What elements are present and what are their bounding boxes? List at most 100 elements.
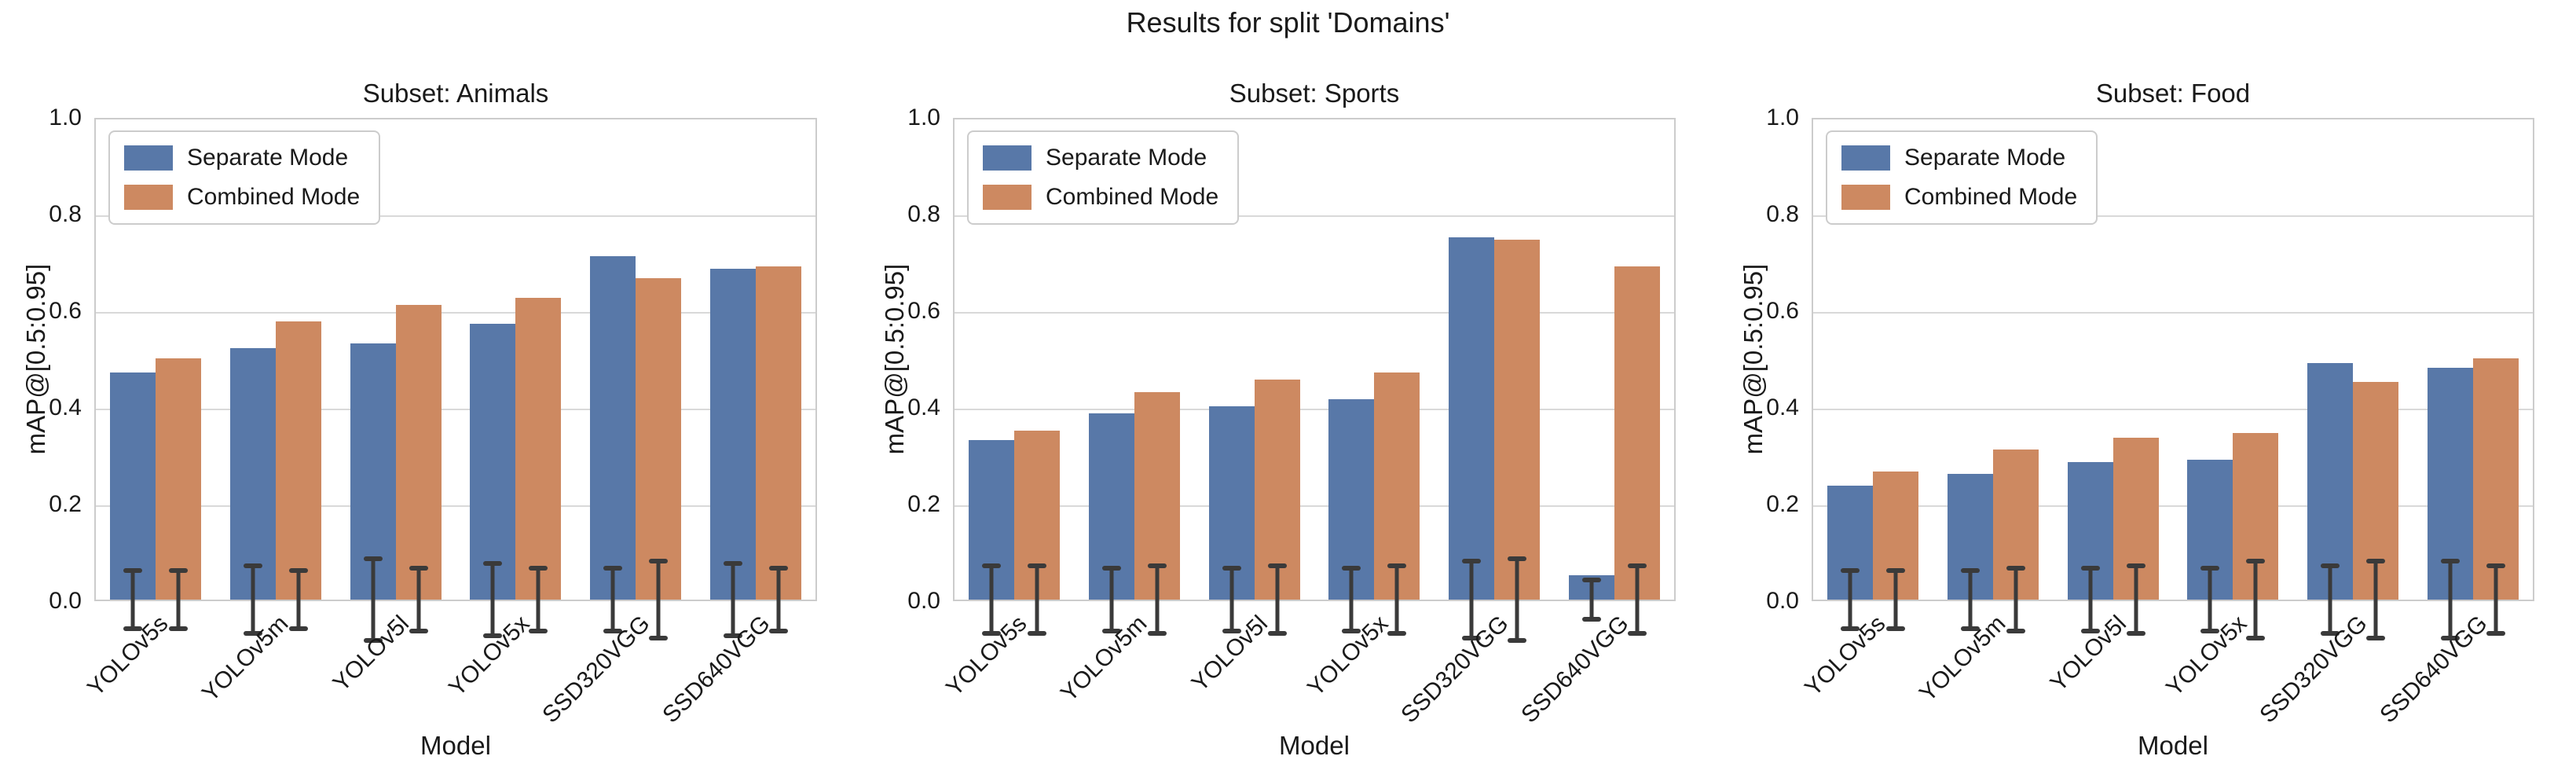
error-bar-cap-bottom: [2200, 628, 2220, 633]
legend-label: Combined Mode: [1046, 184, 1219, 210]
error-bar-line: [1155, 565, 1160, 634]
bar-combined-mode: [2112, 437, 2159, 637]
error-bar-cap-bottom: [1267, 631, 1287, 637]
legend-label: Separate Mode: [187, 145, 349, 171]
bar-combined-mode: [515, 297, 562, 633]
bar-separate-mode: [350, 343, 396, 644]
error-bar-cap-top: [1508, 556, 1527, 561]
bar-combined-mode: [276, 321, 321, 631]
y-tick-label: 0.8: [49, 201, 82, 227]
bar-separate-mode: [1208, 406, 1255, 633]
subplot-sports: Subset: Sports mAP@[0.5:0.95] 1.0 0.8 0.6 0.4…: [859, 0, 1717, 778]
legend-entry: Combined Mode: [124, 184, 360, 211]
bar-separate-mode: [1449, 237, 1495, 641]
bar-group: [1194, 119, 1314, 637]
bar-combined-mode: [395, 304, 442, 633]
error-bar-line: [1035, 565, 1039, 634]
error-bar-line: [2494, 565, 2498, 634]
error-bar: [2440, 558, 2460, 641]
error-bar-cap-bottom: [649, 636, 669, 641]
error-bar-cap-top: [2486, 563, 2505, 568]
y-tick-label: 0.4: [49, 395, 82, 420]
y-tick-label: 0.8: [1766, 201, 1799, 227]
bar-separate-mode: [470, 324, 516, 639]
bar-combined-mode: [2353, 382, 2399, 641]
error-bar-cap-bottom: [2486, 631, 2505, 637]
error-bar-cap-top: [483, 560, 503, 566]
error-bar: [244, 563, 262, 637]
error-bar-cap-bottom: [1627, 631, 1647, 637]
error-bar: [1267, 563, 1287, 637]
error-bar: [169, 568, 189, 631]
error-bar: [1961, 568, 1980, 631]
y-tick-label: 0.2: [49, 491, 82, 517]
error-bar-cap-top: [603, 566, 623, 571]
x-tick-label: SSD640VGG: [1516, 611, 1634, 728]
error-bar-cap-bottom: [1841, 626, 1860, 631]
plot-area: Separate Mode Combined Mode: [94, 118, 817, 644]
error-bar-cap-top: [1222, 566, 1241, 571]
error-bar-cap-bottom: [244, 631, 262, 637]
legend-swatch: [124, 185, 173, 210]
error-bar: [2080, 566, 2100, 633]
error-bar-cap-bottom: [1886, 626, 1906, 631]
y-tick-label: 0.6: [907, 298, 940, 324]
gridline: [96, 409, 815, 410]
bar-separate-mode: [2067, 461, 2113, 633]
legend-swatch: [1841, 145, 1890, 171]
error-bar-cap-top: [244, 563, 262, 568]
bar-group: [216, 119, 336, 637]
error-bar-cap-top: [723, 560, 742, 566]
error-bar-cap-top: [529, 566, 548, 571]
bar-combined-mode: [755, 266, 801, 633]
legend-label: Combined Mode: [1904, 184, 2078, 210]
subplot-title: Subset: Food: [2095, 79, 2251, 108]
x-tick-label: SSD640VGG: [2375, 611, 2493, 728]
error-bar-cap-top: [2321, 563, 2340, 568]
x-tick-label: SSD320VGG: [1395, 611, 1514, 728]
subplot-title: Subset: Sports: [1229, 79, 1400, 108]
error-bar-line: [1589, 580, 1594, 619]
error-bar-cap-bottom: [1462, 636, 1482, 641]
plot-area: Separate Mode Combined Mode: [1812, 118, 2534, 641]
error-bar: [1508, 556, 1527, 644]
error-bar-line: [989, 565, 994, 634]
error-bar: [1462, 558, 1482, 641]
error-bar-cap-bottom: [2321, 631, 2340, 637]
error-bar-cap-top: [982, 563, 1002, 568]
error-bar: [1222, 566, 1241, 633]
gridline: [96, 215, 815, 217]
gridline: [955, 215, 1674, 217]
error-bar: [723, 560, 742, 639]
error-bar-line: [2328, 565, 2332, 634]
bar-group: [1435, 119, 1555, 644]
y-axis-label: mAP@[0.5:0.95]: [21, 263, 50, 455]
bar-separate-mode: [1089, 413, 1134, 633]
legend-swatch: [983, 185, 1031, 210]
y-tick-label: 0.0: [1766, 588, 1799, 614]
bar-group: [955, 119, 1075, 637]
gridline: [96, 312, 815, 314]
error-bar-cap-bottom: [603, 628, 623, 633]
error-bar-cap-bottom: [1028, 631, 1047, 637]
error-bar-cap-bottom: [1961, 626, 1980, 631]
error-bar-line: [656, 560, 661, 639]
error-bar-cap-top: [409, 566, 428, 571]
y-axis-label: mAP@[0.5:0.95]: [1739, 263, 1768, 455]
y-tick-label: 0.2: [907, 491, 940, 517]
error-bar-line: [1229, 568, 1234, 631]
bar-combined-mode: [1374, 372, 1420, 637]
bar-combined-mode: [1254, 380, 1300, 637]
error-bar-cap-bottom: [1222, 628, 1241, 633]
error-bar: [483, 560, 503, 639]
legend-label: Combined Mode: [187, 184, 361, 210]
error-bar-line: [1635, 565, 1640, 634]
bar-group: [96, 119, 216, 631]
error-bar: [1581, 578, 1601, 622]
error-bar-cap-top: [1627, 563, 1647, 568]
error-bar-cap-bottom: [768, 628, 788, 633]
bar-group: [1075, 119, 1195, 637]
error-bar-line: [371, 558, 376, 641]
bar-separate-mode: [110, 372, 156, 631]
